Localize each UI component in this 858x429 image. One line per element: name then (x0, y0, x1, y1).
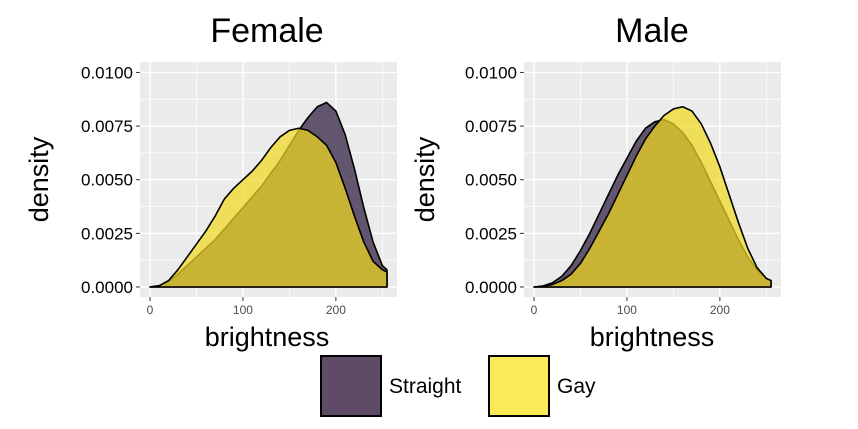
y-tick-label: 0.0100 (465, 63, 517, 82)
x-tick-label: 0 (531, 303, 538, 317)
x-axis-label: brightness (205, 322, 330, 352)
x-tick-label: 100 (233, 303, 253, 317)
panel-female: 0.0000 0.0025 0.0050 0.0075 0.0100 0 100 200 Fem… (24, 12, 397, 352)
panel-male: 0.0000 0.0025 0.0050 0.0075 0.0100 0 100 200 Mal… (410, 12, 781, 352)
y-tick-label: 0.0025 (81, 224, 133, 243)
y-tick-label: 0.0075 (81, 117, 133, 136)
y-tick-label: 0.0025 (465, 224, 517, 243)
x-tick-label: 200 (710, 303, 730, 317)
legend-key-straight (320, 355, 382, 417)
x-tick-label: 200 (326, 303, 346, 317)
legend-label-straight: Straight (389, 375, 462, 398)
y-tick-label: 0.0075 (465, 117, 517, 136)
density-area-gay (149, 127, 388, 288)
legend-key-gay (488, 355, 550, 417)
y-tick-label: 0.0100 (81, 63, 133, 82)
y-tick-label: 0.0000 (81, 278, 133, 297)
legend-label-gay: Gay (557, 375, 596, 398)
panel-title: Female (210, 12, 323, 50)
panel-title: Male (615, 12, 689, 50)
x-tick-label: 100 (617, 303, 637, 317)
y-tick-label: 0.0050 (465, 171, 517, 190)
density-area-gay (533, 105, 772, 288)
y-axis-label: density (24, 136, 54, 222)
legend: Straight Gay (320, 355, 596, 417)
y-axis-label: density (410, 136, 440, 222)
y-tick-label: 0.0050 (81, 171, 133, 190)
x-axis-label: brightness (590, 322, 715, 352)
y-tick-label: 0.0000 (465, 278, 517, 297)
x-tick-label: 0 (147, 303, 154, 317)
